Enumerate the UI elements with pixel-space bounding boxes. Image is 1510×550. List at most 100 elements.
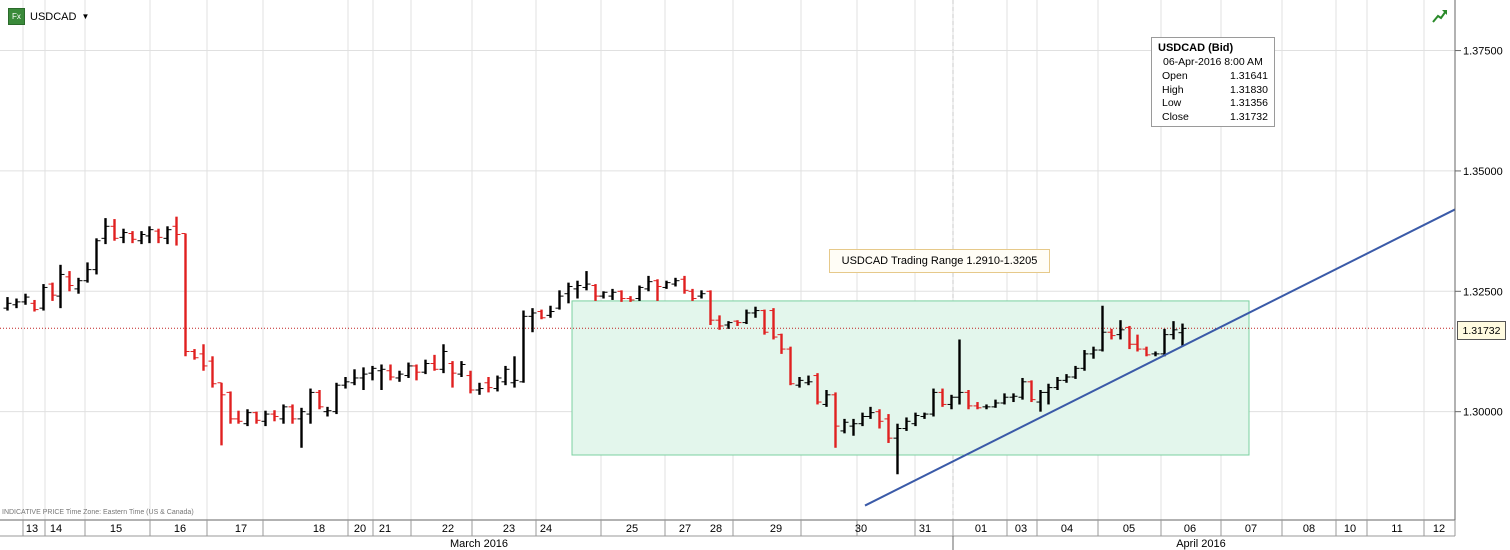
x-tick-label: 04 xyxy=(1061,523,1073,535)
ohlc-bar xyxy=(217,382,226,446)
ohlc-bar xyxy=(947,394,956,410)
ohlc-bar xyxy=(617,290,626,302)
ohlc-bar xyxy=(493,375,502,392)
month-label: April 2016 xyxy=(1176,538,1226,550)
x-tick-label: 12 xyxy=(1433,523,1445,535)
ohlc-bar xyxy=(626,296,635,302)
support-trendline[interactable] xyxy=(864,208,1456,507)
ohlc-bar xyxy=(39,284,48,311)
ohlc-bar xyxy=(1178,323,1187,347)
symbol-selector[interactable]: Fx USDCAD ▼ xyxy=(8,8,89,25)
info-value: 1.31641 xyxy=(1230,70,1268,82)
ohlc-bar xyxy=(234,410,243,424)
ohlc-bar xyxy=(137,231,146,245)
ohlc-bar xyxy=(448,361,457,388)
ohlc-bar xyxy=(1062,374,1071,383)
ohlc-bar xyxy=(920,412,929,419)
ohlc-bar xyxy=(706,290,715,325)
x-tick-label: 05 xyxy=(1123,523,1135,535)
x-tick-label: 25 xyxy=(626,523,638,535)
ohlc-bar xyxy=(332,382,341,415)
ohlc-bar xyxy=(769,308,778,340)
info-label: High xyxy=(1162,84,1184,96)
ohlc-bar xyxy=(404,362,413,378)
y-axis: 1.37500 1.35000 1.32500 1.30000 xyxy=(1455,46,1503,419)
ohlc-bar xyxy=(1036,390,1045,412)
x-tick-label: 15 xyxy=(110,523,122,535)
x-tick-label: 27 xyxy=(679,523,691,535)
ohlc-bar xyxy=(875,409,884,429)
x-tick-label: 16 xyxy=(174,523,186,535)
ohlc-bar xyxy=(804,375,813,386)
x-tick-label: 18 xyxy=(313,523,325,535)
ohlc-bar xyxy=(501,365,510,386)
ohlc-bar xyxy=(822,390,831,407)
ohlc-bar xyxy=(1107,328,1116,340)
ohlc-bar xyxy=(252,411,261,424)
ohlc-bar xyxy=(964,390,973,410)
trading-range-box xyxy=(571,300,1250,456)
ohlc-bar xyxy=(680,275,689,294)
x-tick-label: 31 xyxy=(919,523,931,535)
ohlc-bar xyxy=(65,271,74,292)
ohlc-bar xyxy=(715,315,724,330)
ohlc-bar xyxy=(777,333,786,354)
dropdown-caret-icon[interactable]: ▼ xyxy=(81,12,90,21)
ohlc-bar xyxy=(466,370,475,394)
info-row-high: High 1.31830 xyxy=(1162,84,1268,96)
x-tick-label: 28 xyxy=(710,523,722,535)
ohlc-bar xyxy=(991,399,1000,408)
x-tick-label: 22 xyxy=(442,523,454,535)
ohlc-bar xyxy=(395,370,404,382)
ohlc-bar xyxy=(315,390,324,410)
current-price-tag: 1.31732 xyxy=(1457,321,1506,340)
ohlc-bar xyxy=(21,293,30,305)
x-tick-label: 01 xyxy=(975,523,987,535)
y-tick-label: 1.37500 xyxy=(1463,46,1503,58)
ohlc-bar xyxy=(386,364,395,381)
info-value: 1.31356 xyxy=(1230,97,1268,109)
ohlc-bar xyxy=(1089,346,1098,359)
info-value: 1.31732 xyxy=(1230,111,1268,123)
ohlc-bar xyxy=(1116,320,1125,340)
ohlc-bar xyxy=(893,423,902,475)
ohlc-bar xyxy=(110,219,119,241)
ohlc-bar xyxy=(662,280,671,289)
ohlc-bar xyxy=(190,349,199,360)
ohlc-bar xyxy=(484,377,493,393)
info-box-date: 06-Apr-2016 8:00 AM xyxy=(1163,56,1263,68)
ohlc-bar xyxy=(528,308,537,333)
ohlc-bar xyxy=(973,402,982,410)
ohlc-bar xyxy=(1009,393,1018,403)
x-tick-label: 23 xyxy=(503,523,515,535)
ohlc-info-box: USDCAD (Bid) 06-Apr-2016 8:00 AM Open 1.… xyxy=(1151,37,1275,127)
indicative-price-note: INDICATIVE PRICE Time Zone: Eastern Time… xyxy=(2,509,194,516)
info-label: Close xyxy=(1162,111,1189,123)
ohlc-bar xyxy=(573,280,582,299)
x-tick-label: 08 xyxy=(1303,523,1315,535)
ohlc-bar xyxy=(866,406,875,419)
info-box-title: USDCAD (Bid) xyxy=(1158,42,1234,54)
ohlc-bar xyxy=(181,233,190,357)
trend-arrow-icon[interactable] xyxy=(1432,9,1448,23)
ohlc-bar xyxy=(270,410,279,422)
ohlc-bar xyxy=(350,369,359,386)
ohlc-bar xyxy=(208,356,217,388)
ohlc-bar xyxy=(12,298,21,309)
ohlc-bar xyxy=(813,373,822,405)
ohlc-bar xyxy=(475,382,484,395)
ohlc-bar xyxy=(261,410,270,427)
trading-range-annotation[interactable]: USDCAD Trading Range 1.2910-1.3205 xyxy=(829,249,1050,273)
x-tick-label: 06 xyxy=(1184,523,1196,535)
ohlc-bar xyxy=(635,285,644,301)
info-row-low: Low 1.31356 xyxy=(1162,97,1268,109)
ohlc-bar xyxy=(902,417,911,431)
ohlc-bar xyxy=(537,309,546,320)
ohlc-bar xyxy=(599,291,608,299)
x-tick-label: 17 xyxy=(235,523,247,535)
ohlc-bar xyxy=(1027,380,1036,403)
ohlc-bar xyxy=(510,356,519,388)
ohlc-bar xyxy=(3,297,12,311)
ohlc-bar xyxy=(786,346,795,386)
